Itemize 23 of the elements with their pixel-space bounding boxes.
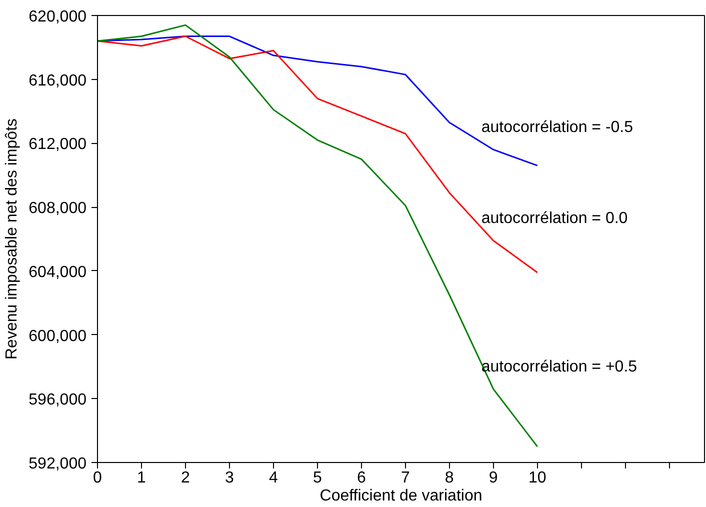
x-tick-label: 5 [312,470,322,486]
y-tick-label: 596,000 [28,392,87,409]
x-tick-label: 2 [181,470,190,486]
y-tick-label: 592,000 [28,456,87,472]
x-tick-label: 0 [93,470,102,486]
x-tick-label: 4 [268,470,278,486]
x-tick-label: 3 [225,470,234,486]
y-tick-label: 612,000 [28,136,87,154]
y-axis-title: Revenu imposable net des impôts [4,118,21,360]
y-tick-label: 620,000 [28,8,87,26]
x-tick-label: 1 [137,470,146,486]
series-label: autocorrélation = 0.0 [481,210,628,228]
x-axis-title: Coefficient de variation [320,488,482,504]
x-tick-label: 6 [356,470,366,486]
y-tick-label: 608,000 [28,200,87,218]
x-tick-label: 10 [528,470,546,486]
x-tick-label: 7 [400,470,410,486]
x-tick-label: 8 [444,470,454,486]
series-label: autocorrélation = -0.5 [481,119,634,136]
y-tick-label: 604,000 [28,264,87,281]
y-tick-label: 600,000 [28,328,87,345]
y-tick-label: 616,000 [28,72,87,90]
x-tick-label: 9 [488,470,498,486]
